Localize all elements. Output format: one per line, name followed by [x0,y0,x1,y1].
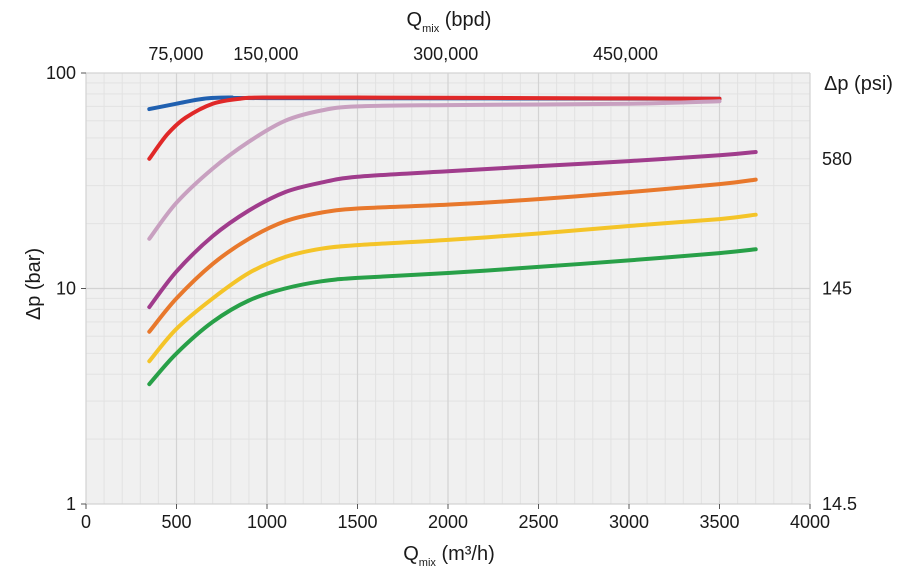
x-tick-label: 2000 [428,512,468,532]
x-tick-label: 1000 [247,512,287,532]
x-tick-label: 4000 [790,512,830,532]
series-line-4 [147,150,758,310]
y2-tick-label: 145 [822,279,852,299]
series-layer [147,95,758,387]
y-tick-label: 1 [66,494,76,514]
x-tick-label: 3000 [609,512,649,532]
series-line-3 [147,99,722,241]
axes-layer: 0 500 1000 1500 2000 2500 3000 3500 4000 1 10 100 75… [46,44,857,532]
y-tick-label: 100 [46,63,76,83]
y2-tick-label: 580 [822,149,852,169]
y2-axis-title: Δp (psi) [824,73,893,95]
x-tick-label: 3500 [699,512,739,532]
x-tick-label: 2500 [518,512,558,532]
x-tick-label: 500 [161,512,191,532]
x-tick-label: 0 [81,512,91,532]
series-line-7 [147,247,758,387]
x2-tick-label: 75,000 [148,44,203,64]
x2-tick-label: 150,000 [233,44,298,64]
x2-tick-label: 450,000 [593,44,658,64]
major-grid [85,72,811,505]
series-line-2 [147,95,722,161]
x-tick-label: 1500 [337,512,377,532]
y-tick-label: 10 [56,279,76,299]
y2-tick-label: 14.5 [822,494,857,514]
y-axis-title: Δp (bar) [23,248,45,320]
x2-axis-title: Qmix (bpd) [407,9,492,35]
x2-tick-label: 300,000 [413,44,478,64]
series-line-6 [147,212,758,364]
series-line-5 [147,177,758,334]
x-axis-title: Qmix (m³/h) [403,543,495,569]
